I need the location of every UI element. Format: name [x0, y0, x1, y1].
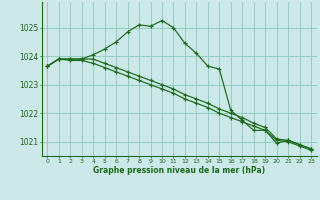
X-axis label: Graphe pression niveau de la mer (hPa): Graphe pression niveau de la mer (hPa) [93, 166, 265, 175]
